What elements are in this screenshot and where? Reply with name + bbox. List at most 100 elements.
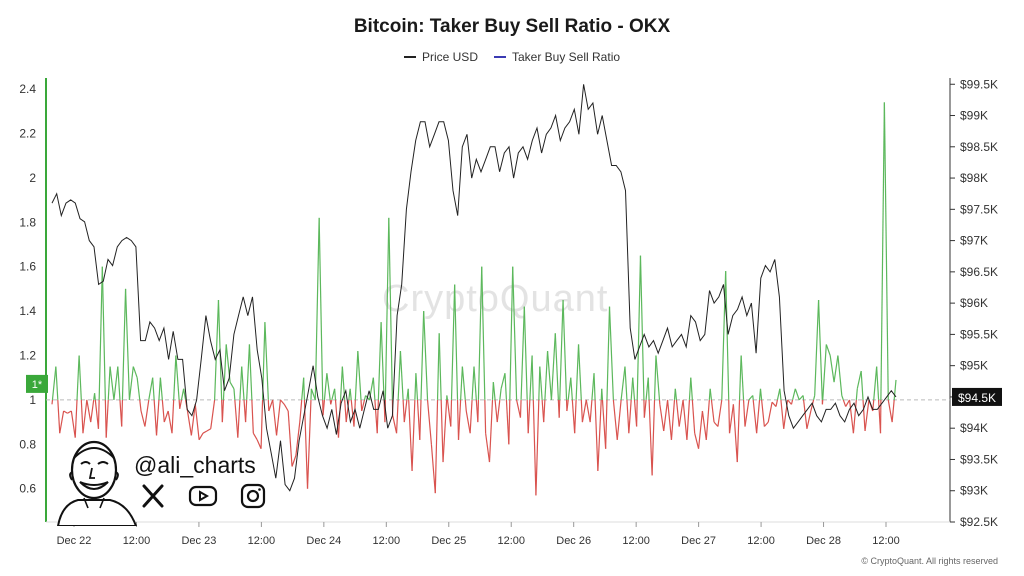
ratio-segment [306, 399, 312, 489]
ratio-segment [639, 255, 645, 400]
ratio-segment [825, 344, 831, 356]
ratio-segment [873, 366, 878, 400]
price-line [51, 84, 897, 492]
ratio-segment [345, 399, 350, 423]
ratio-segment [86, 399, 92, 423]
ratio-segment [697, 410, 704, 449]
ratio-segment [725, 271, 730, 400]
ratio-segment [450, 284, 456, 400]
ratio-segment [740, 355, 745, 400]
ratio-segment [139, 399, 142, 412]
ratio-segment [862, 399, 866, 432]
ratio-segment [570, 377, 573, 400]
ratio-segment [577, 344, 582, 400]
ratio-segment [655, 355, 661, 400]
ratio-segment [237, 399, 241, 438]
instagram-icon[interactable] [240, 483, 266, 509]
ratio-segment [499, 388, 502, 400]
right-tick-label: $96K [960, 296, 988, 310]
ratio-segment [272, 399, 278, 436]
ratio-segment [597, 399, 602, 471]
ratio-segment [136, 377, 141, 400]
ratio-segment [678, 399, 684, 427]
ratio-segment [198, 432, 204, 441]
ratio-segment [167, 410, 173, 434]
right-tick-label: $99.5K [960, 77, 998, 91]
legend-item-price[interactable]: Price USD [403, 50, 478, 64]
ratio-segment [771, 401, 777, 407]
ratio-segment [74, 399, 78, 438]
x-tick-label: Dec 27 [681, 535, 716, 547]
ratio-segment [241, 366, 245, 400]
ratio-segment [473, 366, 477, 400]
ratio-segment [57, 399, 61, 434]
x-tick-label: 12:00 [123, 535, 151, 547]
ratio-segment [260, 399, 264, 449]
ratio-segment [566, 399, 569, 412]
ratio-segment [63, 410, 68, 414]
ratio-segment [357, 351, 362, 400]
ratio-segment [893, 379, 897, 400]
ratio-segment [485, 433, 491, 463]
right-tick-label: $95K [960, 359, 988, 373]
ratio-segment [132, 366, 138, 378]
legend: Price USD Taker Buy Sell Ratio [0, 50, 1024, 64]
ratio-segment [256, 439, 262, 449]
ratio-segment [233, 388, 236, 400]
ratio-segment [543, 399, 546, 423]
ratio-segment [477, 399, 480, 423]
ratio-segment [314, 217, 320, 400]
ratio-segment [461, 366, 466, 400]
ratio-segment [516, 399, 522, 418]
ratio-segment [90, 399, 95, 423]
ratio-segment [509, 266, 514, 400]
author-handle[interactable]: @ali_charts [134, 452, 256, 478]
ratio-segment [833, 355, 839, 383]
ratio-segment [759, 388, 763, 400]
ratio-segment [546, 351, 553, 400]
ratio-segment [802, 395, 805, 400]
ratio-segment [628, 399, 632, 434]
ratio-segment [496, 399, 501, 423]
ratio-segment [303, 377, 306, 400]
ratio-segment [647, 377, 650, 400]
ratio-segment [454, 284, 459, 400]
ratio-segment [326, 373, 331, 400]
ratio-segment [559, 299, 564, 400]
ratio-segment [682, 399, 688, 440]
ratio-segment [402, 399, 405, 423]
x-tick-label: Dec 26 [556, 535, 591, 547]
ratio-segment [310, 388, 316, 401]
x-tick-label: 12:00 [497, 535, 525, 547]
ratio-segment [709, 388, 713, 400]
ratio-segment [155, 399, 160, 436]
ratio-segment [299, 399, 303, 423]
ratio-segment [748, 395, 754, 401]
ratio-segment [446, 399, 452, 427]
ratio-segment [442, 399, 448, 463]
x-tick-label: Dec 24 [306, 535, 341, 547]
ratio-segment [626, 399, 630, 434]
ratio-segment [594, 399, 599, 471]
ratio-segment [376, 399, 379, 434]
x-tick-label: Dec 28 [806, 535, 841, 547]
current-price-label: $94.5K [958, 391, 996, 405]
ratio-segment [179, 399, 183, 409]
x-tick-label: 12:00 [373, 535, 401, 547]
ratio-segment [202, 430, 208, 434]
ratio-segment [767, 402, 773, 423]
ratio-segment [380, 322, 385, 400]
x-icon[interactable] [140, 483, 166, 509]
youtube-icon[interactable] [188, 483, 218, 509]
ratio-segment [450, 399, 453, 427]
right-tick-label: $99K [960, 109, 988, 123]
ratio-segment [51, 366, 57, 400]
ratio-segment [829, 355, 835, 383]
current-price-box [952, 387, 1002, 406]
ratio-segment [248, 344, 253, 400]
legend-item-ratio[interactable]: Taker Buy Sell Ratio [493, 50, 620, 64]
ratio-segment [842, 399, 847, 407]
ratio-segment [183, 388, 187, 401]
ratio-segment [144, 399, 150, 427]
